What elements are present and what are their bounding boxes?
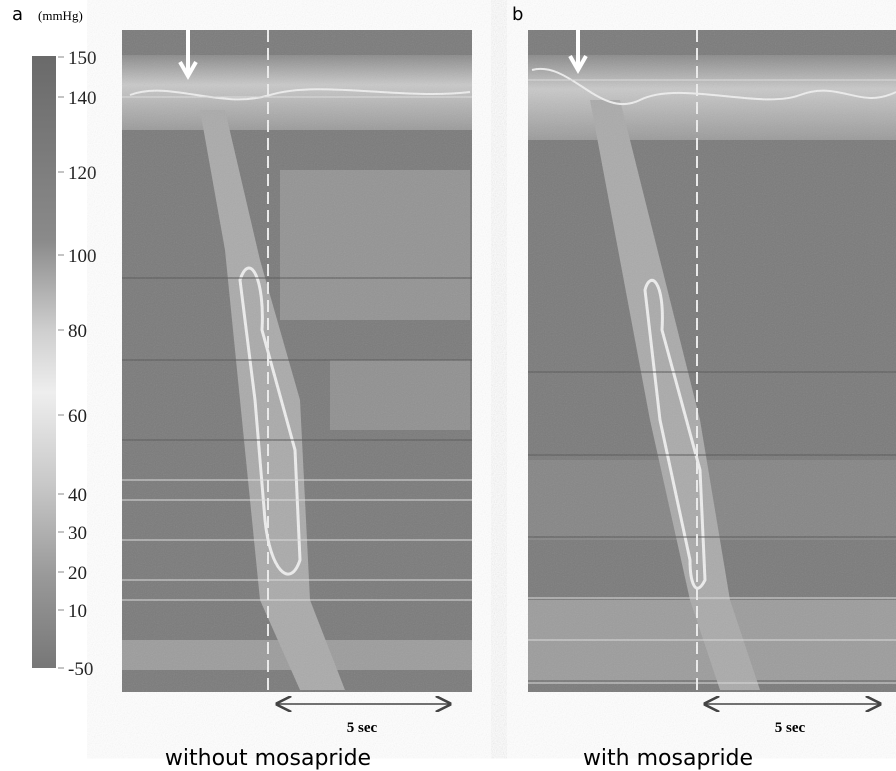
panel-caption: with mosapride <box>583 746 753 771</box>
scale-label: 5 sec <box>775 720 806 736</box>
panel-letter: a <box>12 4 23 25</box>
panel-caption: without mosapride <box>165 746 371 771</box>
panel-letter: b <box>512 4 523 25</box>
colorbar-tick-label: 20 <box>68 563 87 584</box>
scale-label: 5 sec <box>347 720 378 736</box>
colorbar-tick-label: -50 <box>68 659 93 680</box>
colorbar-tick-label: 150 <box>68 48 97 69</box>
colorbar-tick-label: 40 <box>68 485 87 506</box>
panel-b-plot <box>528 30 896 692</box>
colorbar <box>32 56 56 668</box>
panel-a-plot <box>122 30 472 692</box>
colorbar-tick-label: 100 <box>68 246 97 267</box>
colorbar-tick-label: 10 <box>68 601 87 622</box>
colorbar-tick-label: 80 <box>68 321 87 342</box>
colorbar-tick-label: 140 <box>68 88 97 109</box>
colorbar-unit: (mmHg) <box>38 8 83 23</box>
colorbar-tick-label: 120 <box>68 163 97 184</box>
colorbar-tick-label: 60 <box>68 406 87 427</box>
colorbar-tick-label: 30 <box>68 523 87 544</box>
